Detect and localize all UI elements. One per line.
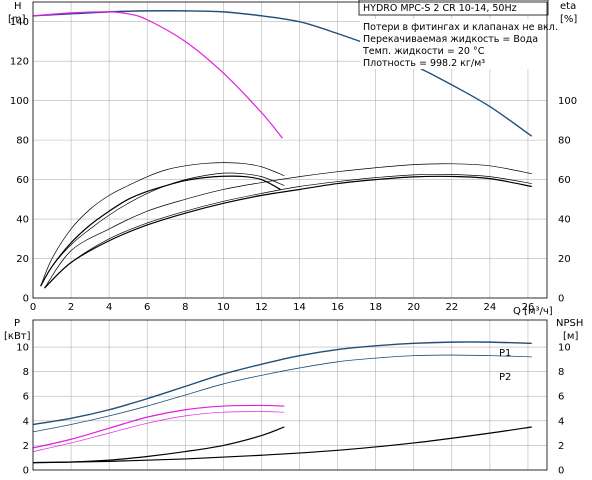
left-tick-label: 20 [16,254,29,265]
left-tick-label: 80 [16,136,29,147]
info-line-temperature: Темп. жидкости = 20 °C [362,46,485,57]
x-tick-label: 18 [369,302,382,313]
x-tick-label: 6 [144,302,150,313]
right-tick-label: 0 [558,466,564,477]
series-line-0-1 [32,11,283,139]
x-tick-label: 4 [106,302,112,313]
series-label-p2: P2 [499,372,511,383]
series-line-0-3 [40,162,285,287]
right-tick-label: 4 [558,416,564,427]
chart-title: HYDRO MPC-S 2 CR 10-14, 50Hz [363,3,517,14]
x-tick-label: 12 [255,302,268,313]
left-tick-label: 10 [16,343,29,354]
series-label-p1: P1 [499,348,511,359]
series-line-1-4 [32,426,285,464]
flow-axis-label: Q [м³/ч] [513,306,553,317]
right-tick-label: 60 [558,175,571,186]
info-line-density: Плотность = 998.2 кг/м³ [363,58,485,69]
head-curves [32,10,533,289]
npsh-axis-title: NPSH [556,318,583,329]
title-box [358,0,549,16]
head-plot-frame [32,1,548,299]
series-line-1-3 [32,411,285,452]
eta-axis-unit: [%] [560,14,577,25]
left-tick-label: 40 [16,215,29,226]
power-axis-unit: [кВт] [4,331,31,342]
left-tick-label: 100 [10,96,29,107]
right-tick-label: 8 [558,367,564,378]
right-tick-label: 100 [558,96,577,107]
right-tick-label: 2 [558,441,564,452]
series-line-p1 [32,341,532,426]
series-line-1-2 [32,404,285,449]
power-axis-title: P [14,318,20,329]
npsh-axis-unit: [м] [563,331,578,342]
series-line-0-7 [44,173,532,289]
series-line-0-2 [40,175,281,287]
info-line-liquid: Перекачиваемая жидкость = Вода [363,34,538,45]
series-line-1-5 [32,426,532,464]
left-tick-label: 120 [10,57,29,68]
x-tick-label: 0 [30,302,36,313]
x-tick-label: 16 [331,302,344,313]
left-tick-label: 60 [16,175,29,186]
right-tick-label: 6 [558,392,564,403]
series-line-0-6 [44,163,532,289]
left-tick-label: 2 [23,441,29,452]
left-tick-label: 0 [23,466,29,477]
head-axis-unit: [m] [8,14,26,25]
series-line-p2 [32,354,532,433]
left-tick-label: 4 [23,416,29,427]
series-line-0-4 [40,172,285,287]
right-tick-label: 0 [558,294,564,305]
x-tick-label: 2 [68,302,74,313]
left-tick-label: 140 [10,17,29,28]
x-tick-label: 22 [445,302,458,313]
x-tick-label: 24 [484,302,497,313]
right-tick-label: 80 [558,136,571,147]
series-line-0-5 [44,175,532,289]
info-line-losses: Потери в фитингах и клапанах не вкл. [363,22,558,33]
left-tick-label: 0 [23,294,29,305]
x-tick-label: 20 [407,302,420,313]
left-tick-label: 6 [23,392,29,403]
x-tick-label: 14 [293,302,306,313]
power-plot-frame [32,319,548,471]
eta-axis-title: eta [560,1,576,12]
power-curves [32,341,532,464]
right-tick-label: 10 [558,343,571,354]
x-tick-label: 26 [522,302,535,313]
x-tick-label: 8 [182,302,188,313]
x-tick-label: 10 [217,302,230,313]
left-tick-label: 8 [23,367,29,378]
right-tick-label: 40 [558,215,571,226]
head-axis-title: H [14,1,22,12]
right-tick-label: 20 [558,254,571,265]
info-box [360,19,548,69]
